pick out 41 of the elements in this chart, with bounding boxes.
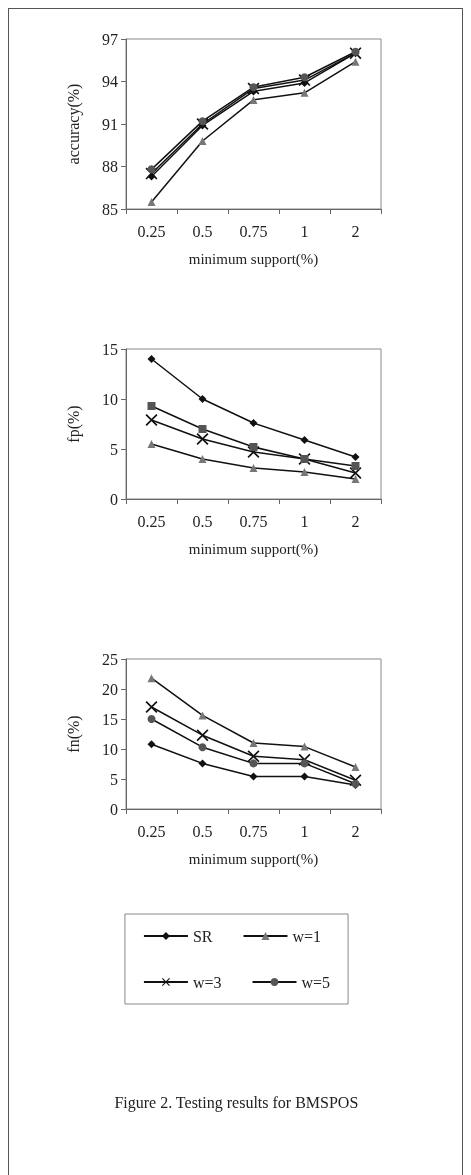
x-tick-label: 0.5 [192, 222, 213, 240]
x-tick-label: 0.75 [239, 822, 268, 840]
y-axis-title: accuracy(%) [64, 83, 83, 165]
y-axis-title: fp(%) [64, 405, 83, 443]
y-tick-label: 15 [102, 340, 118, 358]
legend-label: w=3 [192, 973, 222, 991]
y-tick-label: 91 [102, 115, 118, 133]
y-tick-label: 0 [110, 800, 118, 818]
x-axis-title: minimum support(%) [188, 250, 319, 268]
y-tick-label: 97 [102, 30, 118, 48]
y-tick-label: 10 [102, 740, 118, 758]
caption: Figure 2. Testing results for BMSPOS [114, 1093, 359, 1112]
x-tick-label: 2 [351, 822, 360, 840]
y-tick-label: 94 [102, 73, 118, 90]
x-tick-label: 0.25 [137, 222, 166, 240]
x-tick-label: 1 [300, 222, 309, 240]
x-tick-label: 0.5 [192, 512, 213, 530]
y-tick-label: 15 [102, 710, 118, 728]
y-axis-title: fn(%) [64, 715, 83, 753]
legend-label: w=5 [301, 973, 331, 991]
y-tick-label: 5 [110, 440, 118, 458]
x-tick-label: 2 [351, 222, 360, 240]
y-tick-label: 85 [102, 200, 118, 218]
y-tick-label: 88 [102, 158, 118, 175]
y-tick-label: 25 [102, 650, 118, 668]
x-tick-label: 1 [300, 512, 309, 530]
x-axis-title: minimum support(%) [188, 850, 319, 868]
legend-label: w=1 [292, 927, 322, 945]
x-tick-label: 0.75 [239, 512, 268, 530]
y-tick-label: 5 [110, 770, 118, 788]
legend-label: SR [192, 927, 213, 945]
x-tick-label: 0.75 [239, 222, 268, 240]
x-axis-title: minimum support(%) [188, 540, 319, 558]
x-tick-label: 0.25 [137, 822, 166, 840]
x-tick-label: 0.5 [192, 822, 213, 840]
x-tick-label: 1 [300, 822, 309, 840]
x-tick-label: 2 [351, 512, 360, 530]
y-tick-label: 10 [102, 390, 118, 408]
y-tick-label: 0 [110, 490, 118, 508]
y-tick-label: 20 [102, 680, 118, 698]
x-tick-label: 0.25 [137, 512, 166, 530]
